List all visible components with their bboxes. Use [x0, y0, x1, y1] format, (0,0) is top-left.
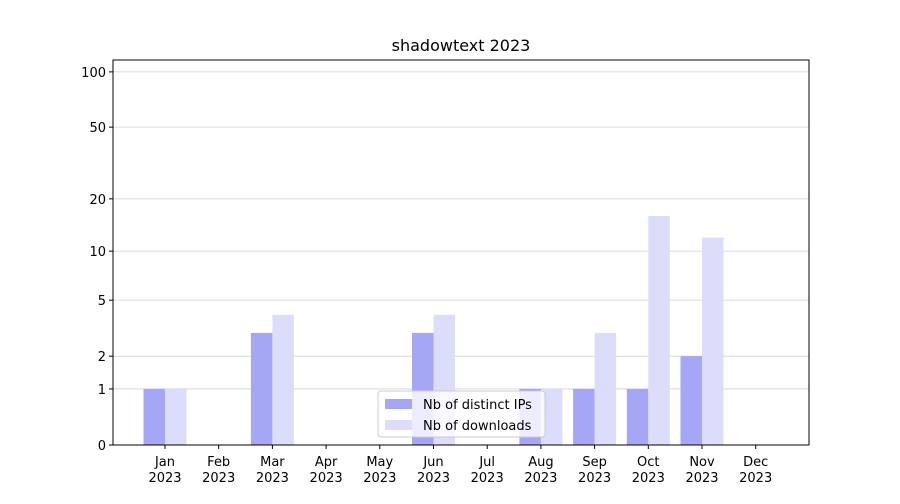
legend-swatch	[385, 399, 412, 409]
y-tick-label: 2	[98, 350, 106, 365]
bar	[594, 332, 617, 445]
x-tick-label: Jan	[154, 455, 175, 470]
x-tick-label: 2023	[739, 471, 772, 486]
x-tick-label: 2023	[524, 471, 557, 486]
legend-label: Nb of distinct IPs	[423, 398, 532, 413]
x-tick-label: Jun	[422, 455, 443, 470]
bar	[573, 388, 595, 445]
y-tick-label: 5	[98, 294, 106, 309]
y-tick-label: 10	[89, 245, 106, 260]
bar	[143, 388, 165, 445]
legend-label: Nb of downloads	[423, 419, 532, 434]
y-tick-label: 100	[81, 66, 106, 81]
x-tick-label: 2023	[471, 471, 504, 486]
bar	[272, 314, 294, 445]
x-tick-label: 2023	[256, 471, 289, 486]
y-tick-label: 0	[98, 439, 106, 454]
bar	[540, 388, 563, 445]
x-tick-label: Feb	[207, 455, 230, 470]
legend-box	[377, 390, 546, 438]
legend-swatch	[385, 420, 412, 430]
x-tick-label: Aug	[528, 455, 553, 470]
x-tick-label: 2023	[148, 471, 181, 486]
x-tick-label: 2023	[685, 471, 718, 486]
x-tick-label: 2023	[417, 471, 450, 486]
chart-title: shadowtext 2023	[392, 36, 531, 55]
x-tick-label: 2023	[310, 471, 343, 486]
x-tick-label: 2023	[578, 471, 611, 486]
x-tick-label: 2023	[363, 471, 396, 486]
x-tick-label: Jul	[478, 455, 495, 470]
x-tick-label: Apr	[315, 455, 338, 470]
bar	[250, 332, 273, 445]
x-tick-label: Nov	[689, 455, 715, 470]
bar	[626, 388, 649, 445]
x-tick-label: Dec	[743, 455, 768, 470]
plot-frame	[112, 59, 810, 446]
y-tick-label: 1	[98, 383, 106, 398]
x-tick-label: Mar	[260, 455, 285, 470]
x-tick-label: 2023	[632, 471, 665, 486]
y-tick-label: 50	[89, 121, 106, 136]
x-tick-label: May	[366, 455, 393, 470]
x-tick-label: Oct	[637, 455, 659, 470]
x-tick-label: Sep	[582, 455, 607, 470]
y-tick-label: 20	[89, 193, 106, 208]
bar	[680, 356, 702, 445]
bar	[648, 215, 670, 445]
bar	[702, 237, 724, 445]
x-tick-label: 2023	[202, 471, 235, 486]
bar	[165, 388, 187, 445]
